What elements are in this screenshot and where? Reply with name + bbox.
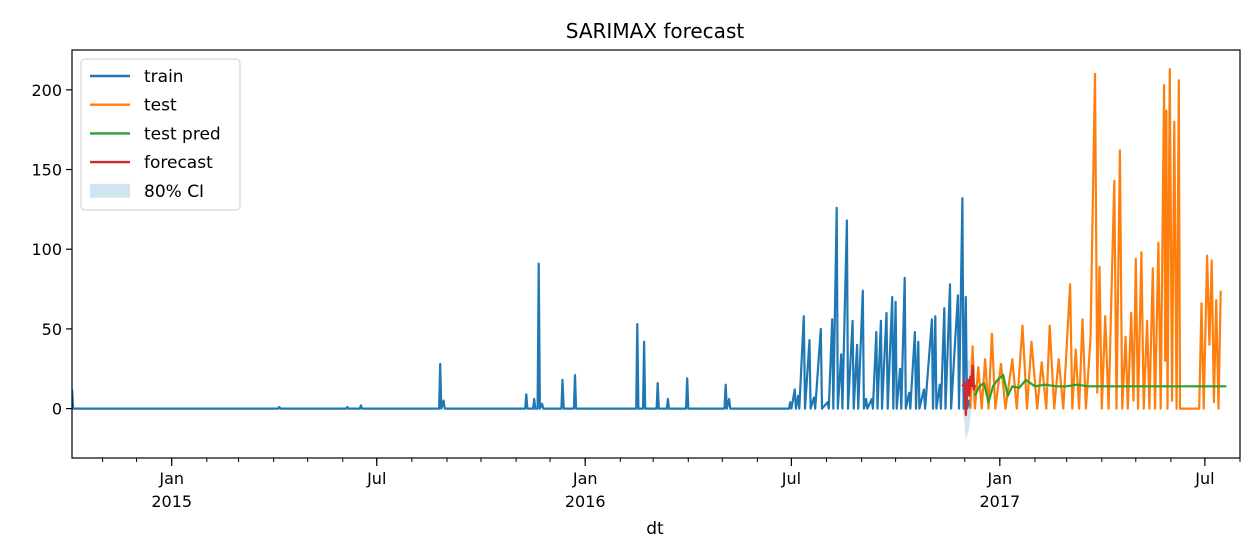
legend-label: test pred <box>144 124 221 144</box>
legend-label: forecast <box>144 153 213 173</box>
x-tick-year-label: 2015 <box>151 492 192 511</box>
plot-area <box>71 49 1241 459</box>
y-tick-label: 100 <box>31 240 62 259</box>
x-axis-ticks: Jan 2015 Jul Jan 2016 Jul Jan 2017 Jul <box>102 458 1241 511</box>
x-axis-label: dt <box>646 519 664 539</box>
x-tick-label: Jul <box>781 469 801 488</box>
x-tick-label: Jan <box>158 469 184 488</box>
series-line-forecast <box>961 364 976 417</box>
y-tick-label: 200 <box>31 81 62 100</box>
y-axis-ticks: 0 50 100 150 200 <box>31 81 72 419</box>
x-tick-label: Jul <box>1194 469 1214 488</box>
legend-label: test <box>144 96 177 116</box>
legend-box <box>80 58 241 211</box>
series-line-train <box>72 197 972 410</box>
x-tick-year-label: 2017 <box>979 492 1020 511</box>
x-tick-label: Jan <box>572 469 598 488</box>
chart-title: SARIMAX forecast <box>566 19 745 43</box>
y-tick-label: 150 <box>31 161 62 180</box>
y-tick-label: 50 <box>42 320 62 339</box>
x-tick-label: Jan <box>986 469 1012 488</box>
axes-frame <box>71 49 1241 459</box>
legend-label: train <box>144 67 184 87</box>
x-tick-year-label: 2016 <box>565 492 606 511</box>
y-tick-label: 0 <box>52 400 62 419</box>
series-line-test-pred <box>973 374 1227 404</box>
legend: train test test pred forecast 80% CI <box>80 58 241 211</box>
x-tick-label: Jul <box>366 469 386 488</box>
series-line-test <box>969 67 1222 410</box>
legend-swatch <box>90 183 130 198</box>
legend-label: 80% CI <box>144 182 204 202</box>
